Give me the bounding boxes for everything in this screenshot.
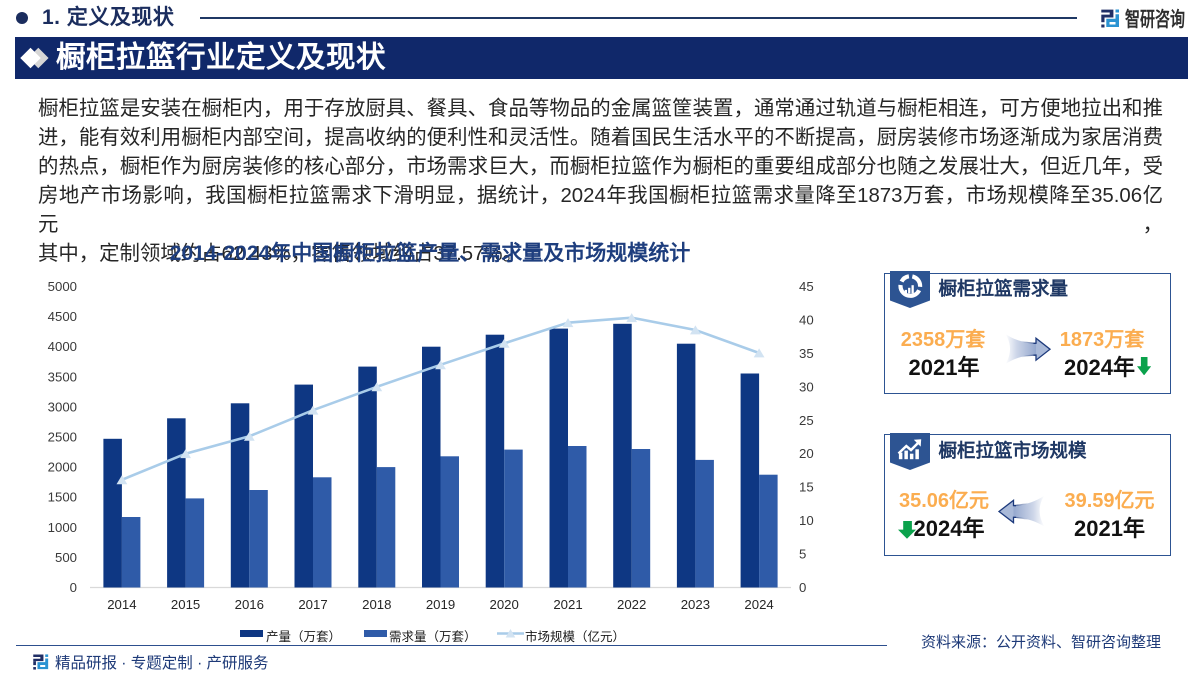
svg-text:10: 10 <box>799 513 814 528</box>
svg-text:0: 0 <box>70 580 77 595</box>
svg-text:2017: 2017 <box>298 597 327 612</box>
svg-text:2021: 2021 <box>553 597 582 612</box>
svg-text:3500: 3500 <box>48 369 77 384</box>
svg-text:15: 15 <box>799 480 814 495</box>
svg-text:2020: 2020 <box>490 597 519 612</box>
svg-text:2018: 2018 <box>362 597 391 612</box>
svg-text:5000: 5000 <box>48 279 77 294</box>
svg-text:35: 35 <box>799 346 814 361</box>
svg-text:0: 0 <box>799 580 806 595</box>
svg-text:2023: 2023 <box>681 597 710 612</box>
svg-text:2014: 2014 <box>107 597 136 612</box>
svg-text:40: 40 <box>799 312 814 327</box>
svg-text:2016: 2016 <box>235 597 264 612</box>
svg-text:45: 45 <box>799 279 814 294</box>
svg-text:20: 20 <box>799 446 814 461</box>
svg-text:5: 5 <box>799 547 806 562</box>
svg-text:30: 30 <box>799 379 814 394</box>
svg-text:4500: 4500 <box>48 309 77 324</box>
svg-text:25: 25 <box>799 413 814 428</box>
svg-text:2500: 2500 <box>48 430 77 445</box>
svg-text:1000: 1000 <box>48 520 77 535</box>
svg-text:2000: 2000 <box>48 460 77 475</box>
svg-text:3000: 3000 <box>48 399 77 414</box>
svg-text:2022: 2022 <box>617 597 646 612</box>
svg-text:2019: 2019 <box>426 597 455 612</box>
svg-text:1500: 1500 <box>48 490 77 505</box>
svg-text:2024: 2024 <box>744 597 773 612</box>
svg-text:2015: 2015 <box>171 597 200 612</box>
svg-text:500: 500 <box>55 550 77 565</box>
svg-text:4000: 4000 <box>48 339 77 354</box>
